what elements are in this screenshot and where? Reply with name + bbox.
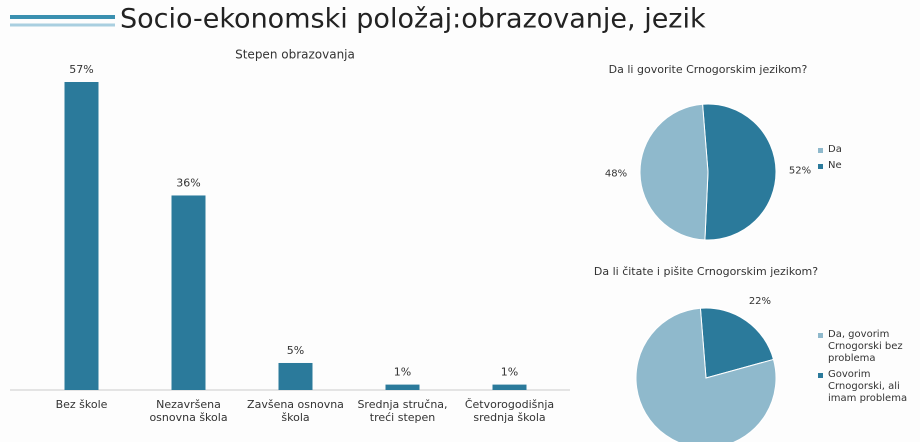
- data-label: 36%: [176, 176, 200, 189]
- bar: [385, 384, 420, 390]
- data-label: 1%: [501, 366, 518, 379]
- chart-title: Da li čitate i pišite Crnogorskim jeziko…: [594, 265, 818, 278]
- pie-slice: [702, 103, 777, 241]
- chart-title: Stepen obrazovanja: [235, 48, 355, 62]
- pie-slice: [635, 307, 777, 442]
- page-title: Socio-ekonomski položaj:obrazovanje, jez…: [120, 4, 706, 35]
- data-label: 48%: [605, 169, 627, 180]
- data-label: 22%: [749, 296, 771, 307]
- bar: [278, 362, 313, 390]
- legend-label: Da: [828, 144, 842, 155]
- legend-swatch: [818, 148, 823, 153]
- pie-slice: [699, 307, 775, 379]
- data-label: 5%: [287, 344, 304, 357]
- legend-label: Ne: [828, 160, 842, 171]
- legend-label: Da, govorim Crnogorski bez problema: [828, 329, 903, 364]
- legend-label: Govorim Crnogorski, ali imam problema: [828, 369, 908, 404]
- x-tick-label: Zavšena osnovna škola: [247, 398, 344, 424]
- legend-swatch: [818, 164, 823, 169]
- data-label: 1%: [394, 366, 411, 379]
- bar: [492, 384, 527, 390]
- pie-slice: [639, 103, 709, 241]
- chart-title: Da li govorite Crnogorskim jezikom?: [609, 63, 808, 76]
- bar: [171, 195, 206, 390]
- x-tick-label: Nezavršena osnovna škola: [149, 398, 228, 424]
- x-tick-label: Četvorogodišnja srednja škola: [464, 398, 555, 424]
- x-tick-label: Srednja stručna, treći stepen: [357, 398, 448, 424]
- data-label: 57%: [69, 63, 93, 76]
- bar: [64, 82, 99, 390]
- data-label: 52%: [789, 165, 811, 176]
- x-tick-label: Bez škole: [55, 398, 108, 411]
- legend-swatch: [818, 373, 823, 378]
- legend-swatch: [818, 333, 823, 338]
